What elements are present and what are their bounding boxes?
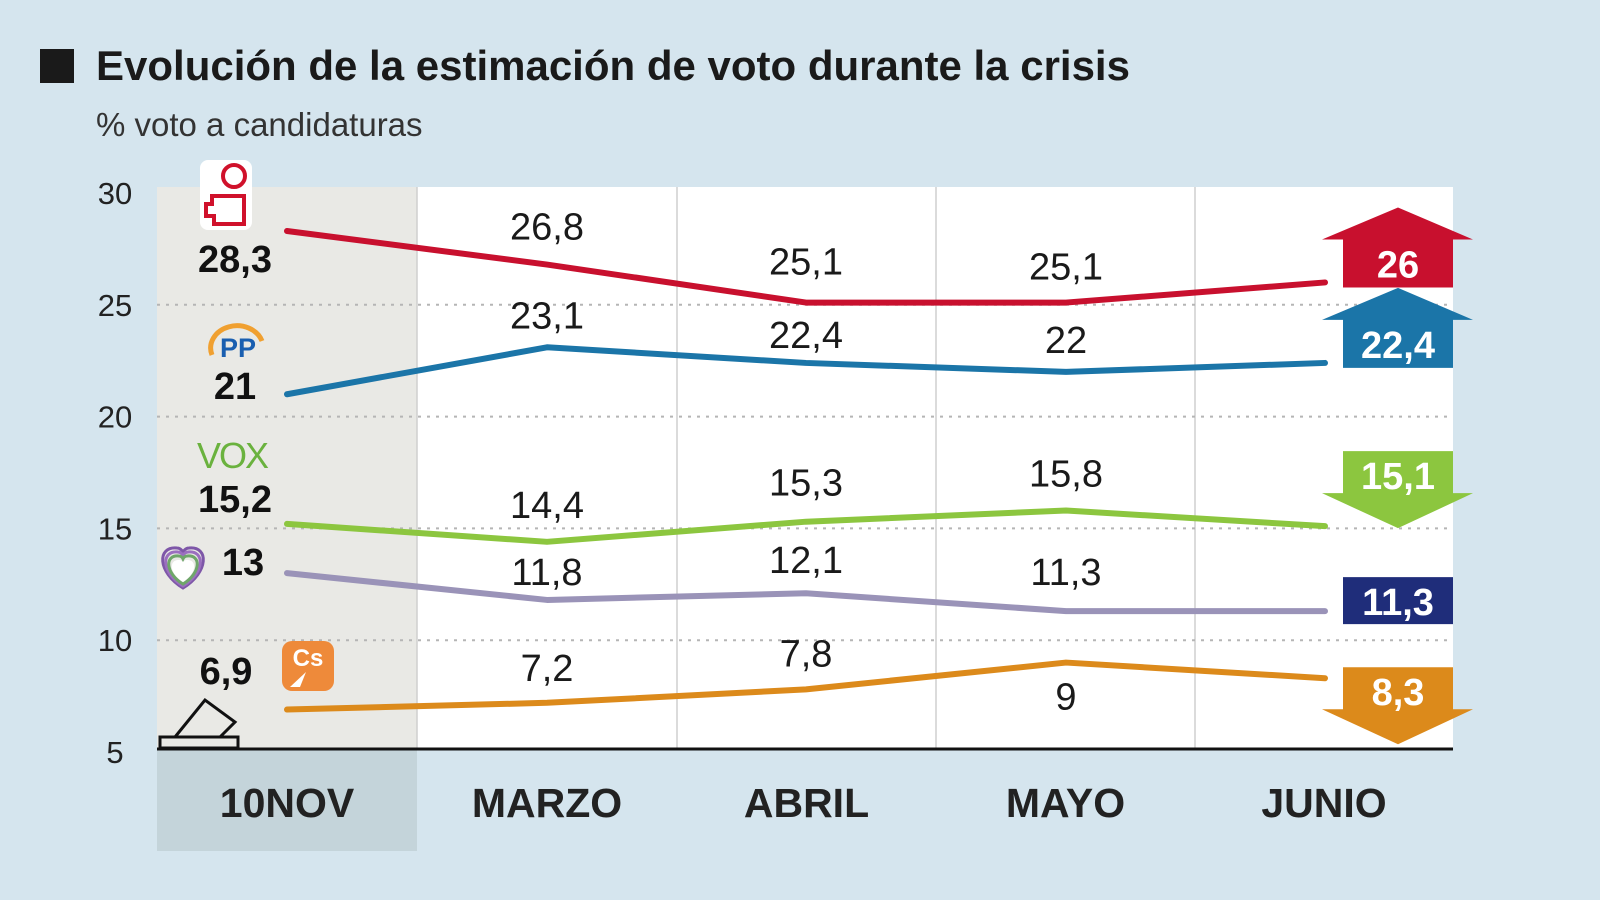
title-square-icon: [40, 49, 74, 83]
y-tick-label: 15: [98, 511, 132, 546]
psoe-rose-fist-logo: [200, 160, 252, 230]
cs-arrow-icon: [290, 672, 306, 687]
x-tick-label: MAYO: [1006, 780, 1125, 826]
data-label: 7,8: [780, 633, 833, 675]
series-line: [284, 507, 1328, 545]
series-line: [284, 570, 1328, 615]
chart-title: Evolución de la estimación de voto duran…: [40, 42, 1130, 90]
heart-ring: [167, 554, 199, 586]
baseline-value-label: 28,3: [198, 239, 272, 281]
x-tick-label: ABRIL: [744, 780, 869, 826]
series-cs: 6,9 7,2 7,8 9 8,3: [200, 633, 1473, 745]
latest-value-label: 22,4: [1361, 325, 1435, 367]
trend-down-arrow-icon: [1322, 451, 1473, 529]
latest-value-label: 8,3: [1372, 672, 1425, 714]
data-label: 23,1: [510, 295, 584, 337]
chart-title-text: Evolución de la estimación de voto duran…: [96, 42, 1130, 89]
series-line: [284, 344, 1328, 398]
pp-arc-icon: [208, 323, 265, 356]
ballot-box-outline: [158, 697, 240, 750]
x-tick-label: 10NOV: [220, 780, 355, 826]
baseline-value-label: 21: [214, 366, 256, 408]
heart-ring: [171, 559, 195, 582]
data-label: 25,1: [1029, 247, 1103, 289]
ballot-box-icon: [158, 697, 240, 750]
latest-value-label: 15,1: [1361, 456, 1435, 498]
chart-subtitle: % voto a candidaturas: [96, 106, 423, 143]
heart-ring: [161, 546, 205, 590]
series-line: [284, 659, 1328, 713]
data-label: 25,1: [769, 242, 843, 284]
data-label: 15,3: [769, 463, 843, 505]
series-pp: 21 23,1 22,4 22 22,4: [214, 287, 1473, 408]
trend-up-arrow-icon: [1322, 287, 1473, 368]
trend-down-arrow-icon: [1322, 667, 1473, 745]
pp-logo-text: PP: [220, 333, 256, 363]
latest-value-label: 26: [1377, 244, 1419, 286]
data-label: 26,8: [510, 207, 584, 249]
x-tick-label: MARZO: [472, 780, 622, 826]
data-label: 12,1: [769, 540, 843, 582]
series-unidas-podemos: 13 11,8 12,1 11,3 11,3: [222, 540, 1453, 625]
baseline-value-label: 6,9: [200, 651, 253, 693]
cs-logo-text: Cs: [293, 645, 324, 672]
x-tick-label: JUNIO: [1261, 780, 1386, 826]
cs-logo-bg: [282, 641, 334, 691]
data-label: 22: [1045, 320, 1087, 362]
data-label: 15,8: [1029, 454, 1103, 496]
pp-logo: PP: [208, 323, 265, 363]
series-vox: 15,2 14,4 15,3 15,8 15,1: [198, 451, 1473, 545]
trend-equal-arrow-icon: [1343, 577, 1453, 625]
data-label: 14,4: [510, 485, 584, 527]
heart-ring: [164, 550, 202, 588]
y-tick-label: 25: [98, 288, 132, 323]
heart-logo: [161, 546, 205, 590]
data-label: 11,8: [511, 552, 582, 594]
fist-icon: [204, 194, 246, 226]
series-line: [284, 228, 1328, 306]
rose-icon: [221, 163, 247, 189]
vox-logo: VOX: [197, 435, 269, 476]
baseline-value-label: 13: [222, 542, 264, 584]
data-label: 22,4: [769, 315, 843, 357]
trend-up-arrow-icon: [1322, 207, 1473, 288]
y-tick-label: 20: [98, 400, 132, 435]
latest-value-label: 11,3: [1362, 582, 1434, 624]
y-tick-label: 5: [106, 735, 123, 770]
data-label: 9: [1055, 677, 1076, 719]
data-label: 11,3: [1030, 552, 1101, 594]
y-tick-label: 10: [98, 623, 132, 658]
baseline-label-band: [157, 749, 417, 851]
y-tick-label: 30: [98, 176, 132, 211]
data-label: 7,2: [521, 648, 574, 690]
cs-logo: Cs: [282, 641, 334, 691]
series-psoe: 28,3 26,8 25,1 25,1 26: [198, 207, 1473, 306]
baseline-value-label: 15,2: [198, 479, 272, 521]
